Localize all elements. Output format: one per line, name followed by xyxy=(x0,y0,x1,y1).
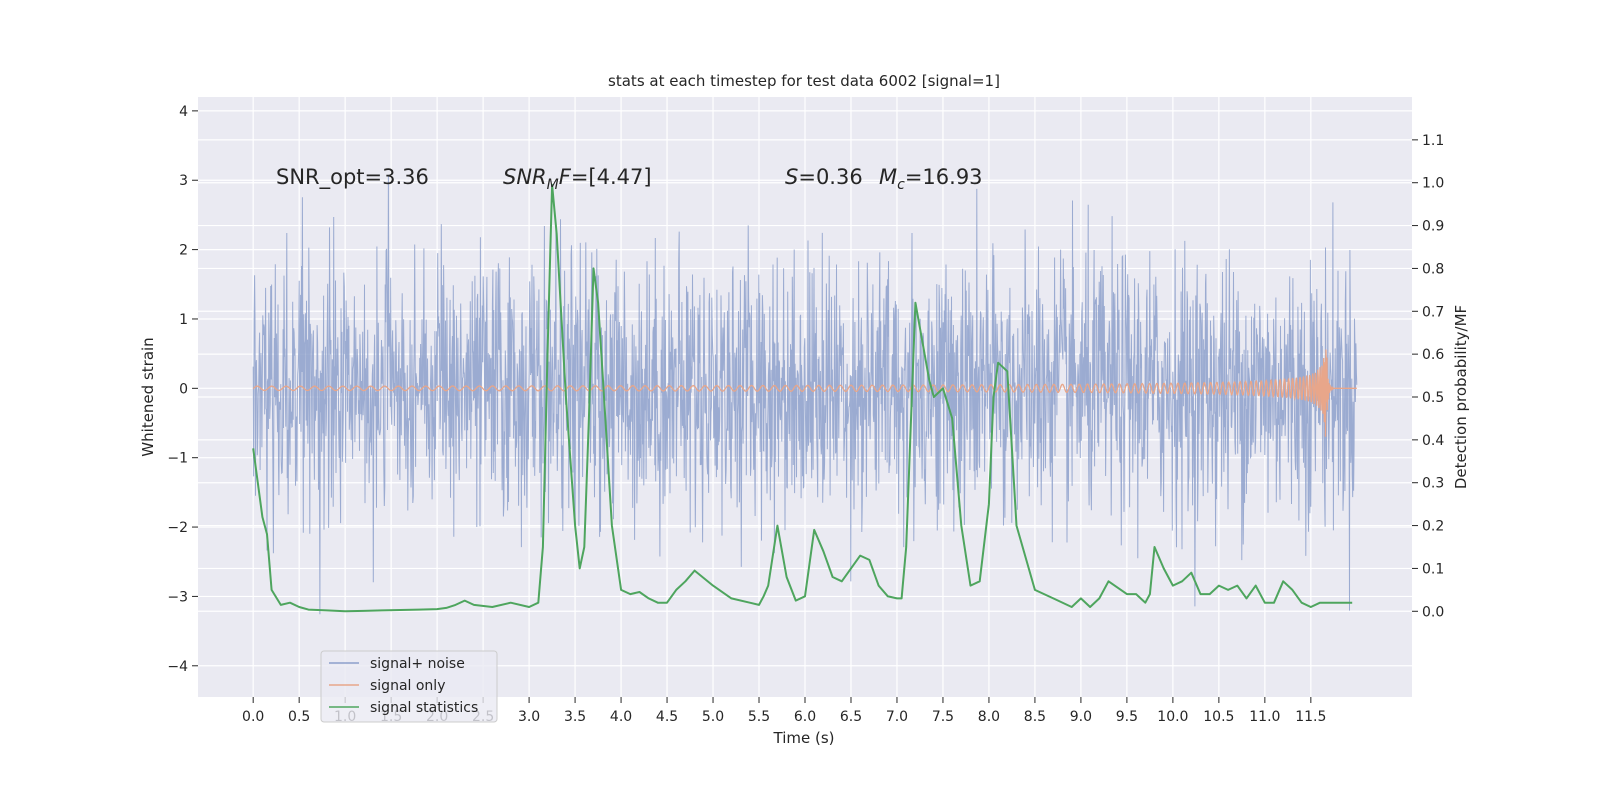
x-tick-label: 7.5 xyxy=(932,709,954,725)
y-tick-label-right: 0.3 xyxy=(1422,476,1444,492)
y-tick-label-right: 0.4 xyxy=(1422,433,1444,449)
y-tick-label-left: −3 xyxy=(167,589,188,605)
x-tick-label: 5.0 xyxy=(702,709,724,725)
x-tick-label: 8.5 xyxy=(1024,709,1046,725)
x-tick-label: 4.0 xyxy=(610,709,632,725)
legend-box xyxy=(320,650,498,723)
annotation-mc-label: M xyxy=(879,165,897,189)
y-tick-label-left: 4 xyxy=(179,104,188,120)
y-tick-label-left: −2 xyxy=(167,520,188,536)
annotation-mc-value: =16.93 xyxy=(905,165,983,189)
annotation-snr-mf: SNRMF=[4.47] xyxy=(503,165,652,193)
y-tick-label-right: 0.1 xyxy=(1422,561,1444,577)
x-tick-label: 5.5 xyxy=(748,709,770,725)
y-tick-label-right: 0.0 xyxy=(1422,604,1444,620)
y-tick-label-right: 0.7 xyxy=(1422,304,1444,320)
y-tick-label-right: 0.6 xyxy=(1422,347,1444,363)
x-tick-label: 3.0 xyxy=(518,709,540,725)
annotation-s-value: =0.36 xyxy=(798,165,862,189)
annotation-snr-mf-tail: =[4.47] xyxy=(571,165,652,189)
y-tick-label-left: 2 xyxy=(179,243,188,259)
legend-label-signal-only: signal only xyxy=(370,678,445,694)
x-tick-label: 9.0 xyxy=(1070,709,1092,725)
x-tick-label: 0.0 xyxy=(242,709,264,725)
x-tick-label: 3.5 xyxy=(564,709,586,725)
y-axis-left-label: Whitened strain xyxy=(139,337,157,456)
y-tick-label-left: −1 xyxy=(167,451,188,467)
annotation-s-label: S xyxy=(785,165,798,189)
x-tick-label: 6.0 xyxy=(794,709,816,725)
legend-label-signal-statistics: signal statistics xyxy=(370,700,478,716)
statistics-trace xyxy=(252,183,1353,613)
noise-trace xyxy=(252,175,1358,615)
y-axis-right-label: Detection probability/MF xyxy=(1452,305,1470,489)
y-axis-left-ticks: 4 3 2 1 0 −1 −2 −3 −4 xyxy=(167,104,198,675)
x-tick-label: 8.0 xyxy=(978,709,1000,725)
x-tick-label: 11.5 xyxy=(1295,709,1326,725)
x-tick-label: 6.5 xyxy=(840,709,862,725)
annotation-snr-mf-f: F xyxy=(559,165,572,189)
y-tick-label-left: 3 xyxy=(179,173,188,189)
x-tick-label: 10.0 xyxy=(1157,709,1188,725)
y-tick-label-right: 0.2 xyxy=(1422,519,1444,535)
x-tick-label: 9.5 xyxy=(1116,709,1138,725)
y-tick-label-left: −4 xyxy=(167,659,188,675)
series-signal-only xyxy=(252,349,1357,437)
chart-title: stats at each timestep for test data 600… xyxy=(608,72,1000,90)
y-tick-label-right: 0.8 xyxy=(1422,261,1444,277)
annotation-snr-opt: SNR_opt=3.36 xyxy=(276,165,429,190)
chirp-trace xyxy=(252,349,1357,437)
annotation-mc-sub: c xyxy=(897,177,905,193)
x-tick-label: 0.5 xyxy=(288,709,310,725)
annotation-snr-mf-main: SNR xyxy=(503,165,547,189)
y-tick-label-right: 0.9 xyxy=(1422,219,1444,235)
y-tick-label-right: 1.0 xyxy=(1422,176,1444,192)
y-tick-label-right: 1.1 xyxy=(1422,133,1444,149)
series-signal-plus-noise xyxy=(252,175,1358,615)
legend: signal+ noise signal only signal statist… xyxy=(320,650,498,723)
y-tick-label-right: 0.5 xyxy=(1422,390,1444,406)
x-tick-label: 7.0 xyxy=(886,709,908,725)
y-tick-label-left: 1 xyxy=(179,312,188,328)
x-tick-label: 11.0 xyxy=(1249,709,1280,725)
annotation-mc: Mc=16.93 xyxy=(879,165,983,193)
annotation-snr-mf-sub: M xyxy=(547,177,559,193)
y-axis-right-ticks: 1.1 1.0 0.9 0.8 0.7 0.6 0.5 0.4 0.3 0.2 0.1 0.0 xyxy=(1412,133,1444,620)
x-axis-label: Time (s) xyxy=(773,729,835,747)
legend-label-signal-plus-noise: signal+ noise xyxy=(370,656,465,672)
x-tick-label: 10.5 xyxy=(1203,709,1234,725)
series-signal-statistics xyxy=(252,183,1353,613)
annotation-s: S=0.36 xyxy=(785,165,863,189)
y-tick-label-left: 0 xyxy=(179,381,188,397)
x-tick-label: 4.5 xyxy=(656,709,678,725)
